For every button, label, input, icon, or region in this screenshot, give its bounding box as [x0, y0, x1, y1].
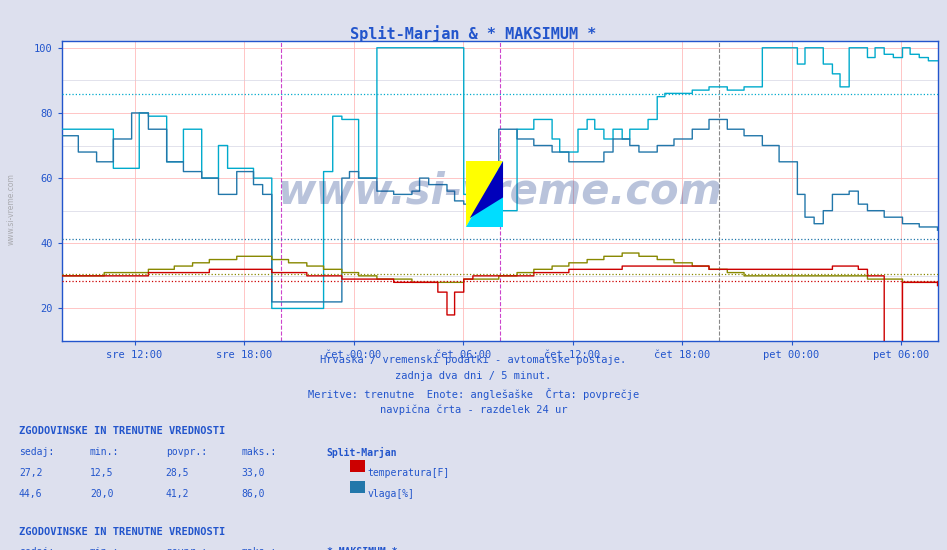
Text: ZGODOVINSKE IN TRENUTNE VREDNOSTI: ZGODOVINSKE IN TRENUTNE VREDNOSTI: [19, 426, 225, 436]
Text: maks.:: maks.:: [241, 447, 277, 457]
Text: * MAKSIMUM *: * MAKSIMUM *: [327, 547, 397, 550]
Text: 28,5: 28,5: [166, 468, 189, 478]
Text: 44,6: 44,6: [19, 489, 43, 499]
Polygon shape: [466, 161, 503, 227]
Polygon shape: [470, 161, 503, 218]
Text: povpr.:: povpr.:: [166, 547, 206, 550]
Text: Hrvaška / vremenski podatki - avtomatske postaje.: Hrvaška / vremenski podatki - avtomatske…: [320, 355, 627, 365]
Text: Split-Marjan & * MAKSIMUM *: Split-Marjan & * MAKSIMUM *: [350, 25, 597, 42]
Text: 12,5: 12,5: [90, 468, 114, 478]
Text: Split-Marjan: Split-Marjan: [327, 447, 397, 458]
Text: min.:: min.:: [90, 547, 119, 550]
Text: 27,2: 27,2: [19, 468, 43, 478]
Text: 20,0: 20,0: [90, 489, 114, 499]
Text: sedaj:: sedaj:: [19, 547, 54, 550]
Text: temperatura[F]: temperatura[F]: [367, 468, 450, 478]
Text: navpična črta - razdelek 24 ur: navpična črta - razdelek 24 ur: [380, 404, 567, 415]
Text: sedaj:: sedaj:: [19, 447, 54, 457]
Text: 33,0: 33,0: [241, 468, 265, 478]
Text: 86,0: 86,0: [241, 489, 265, 499]
Text: Meritve: trenutne  Enote: anglešaške  Črta: povprečje: Meritve: trenutne Enote: anglešaške Črta…: [308, 388, 639, 400]
Text: povpr.:: povpr.:: [166, 447, 206, 457]
Text: www.si-vreme.com: www.si-vreme.com: [277, 170, 722, 212]
Text: www.si-vreme.com: www.si-vreme.com: [7, 173, 16, 245]
Text: min.:: min.:: [90, 447, 119, 457]
Text: 41,2: 41,2: [166, 489, 189, 499]
Text: ZGODOVINSKE IN TRENUTNE VREDNOSTI: ZGODOVINSKE IN TRENUTNE VREDNOSTI: [19, 526, 225, 537]
Text: vlaga[%]: vlaga[%]: [367, 489, 415, 499]
Polygon shape: [466, 161, 503, 227]
Text: zadnja dva dni / 5 minut.: zadnja dva dni / 5 minut.: [396, 371, 551, 381]
Text: maks.:: maks.:: [241, 547, 277, 550]
